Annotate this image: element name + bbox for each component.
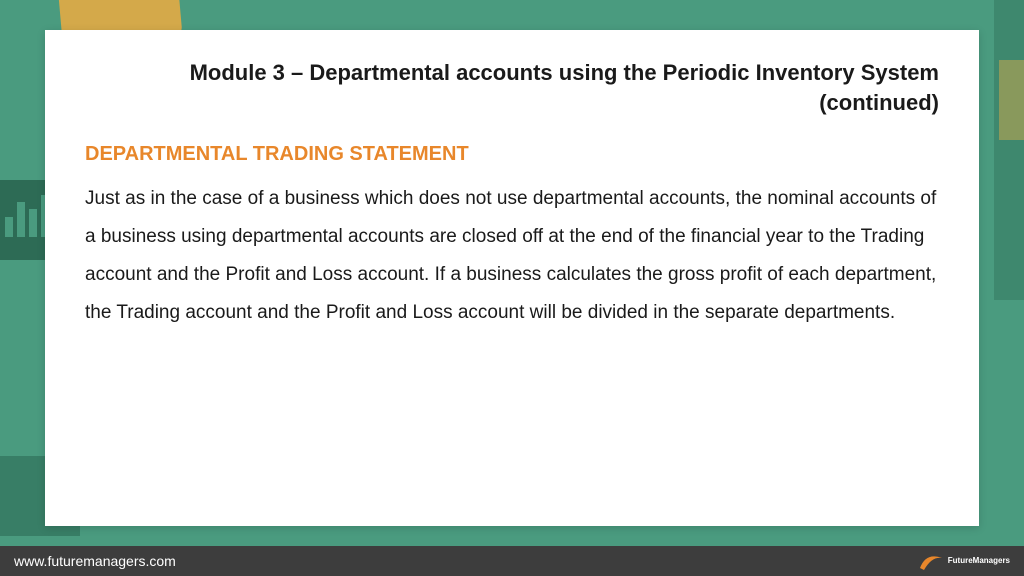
logo-swoosh-icon [918, 550, 944, 572]
section-heading: DEPARTMENTAL TRADING STATEMENT [85, 143, 939, 166]
bg-accent-right-dark [994, 0, 1024, 300]
footer-logo: FutureManagers [918, 550, 1010, 572]
body-text: Just as in the case of a business which … [85, 180, 939, 332]
footer-url: www.futuremanagers.com [14, 553, 176, 569]
bg-accent-right-gold [999, 60, 1024, 140]
slide-card: Module 3 – Departmental accounts using t… [45, 30, 979, 526]
footer-bar: www.futuremanagers.com FutureManagers [0, 546, 1024, 576]
slide-title: Module 3 – Departmental accounts using t… [85, 58, 939, 117]
logo-text: FutureManagers [948, 557, 1010, 565]
bg-bar-chart-icon [5, 195, 49, 237]
